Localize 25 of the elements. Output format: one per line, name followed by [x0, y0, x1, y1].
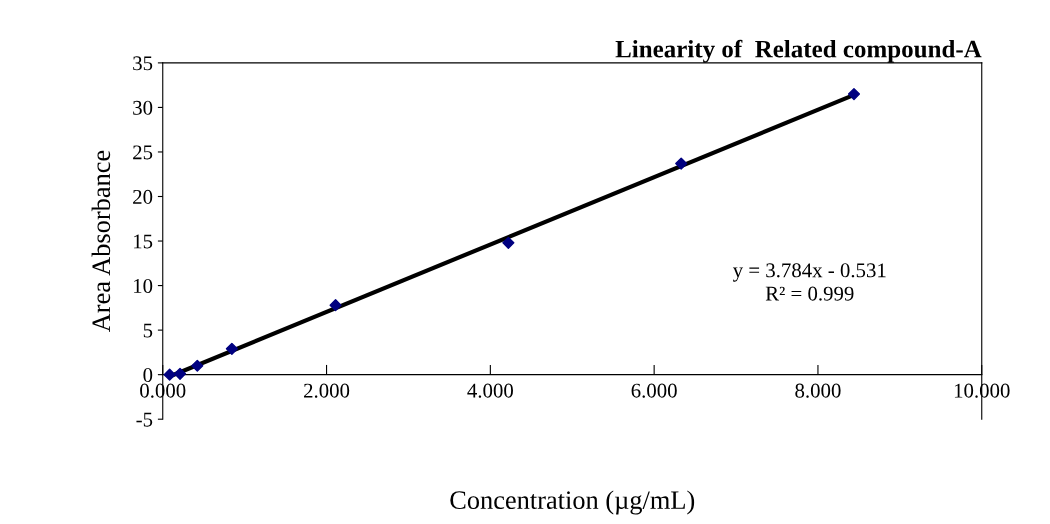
chart-title: Linearity of Related compound-A — [615, 39, 982, 63]
y-tick-label: 25 — [133, 145, 153, 160]
y-tick-label: 20 — [133, 189, 153, 204]
y-tick-label: 15 — [134, 234, 153, 249]
y-tick-label: 35 — [133, 56, 153, 71]
point — [502, 236, 515, 249]
y-tick-label: 0 — [143, 368, 153, 383]
point — [225, 342, 238, 355]
point — [173, 367, 187, 380]
x-tick-label: 6.000 — [631, 383, 677, 398]
x-tick-label: 8.000 — [795, 383, 841, 398]
y-tick-label: 10 — [134, 278, 153, 294]
x-tick-label: 2.000 — [304, 383, 350, 398]
y-axis-title: Area Absorbance — [91, 150, 111, 333]
y-tick-label: 30 — [133, 100, 153, 115]
annotation: y = 3.784x - 0.531 R² = 0.999 — [732, 263, 886, 301]
y-tick-label: -5 — [136, 412, 153, 427]
point — [163, 368, 176, 381]
point — [191, 359, 204, 372]
point — [675, 157, 688, 170]
y-tick-label: 5 — [143, 323, 153, 338]
x-axis-title: Concentration (µg/mL) — [450, 490, 695, 515]
x-tick-label: 4.000 — [467, 383, 513, 398]
point — [847, 87, 861, 101]
point — [329, 299, 342, 312]
